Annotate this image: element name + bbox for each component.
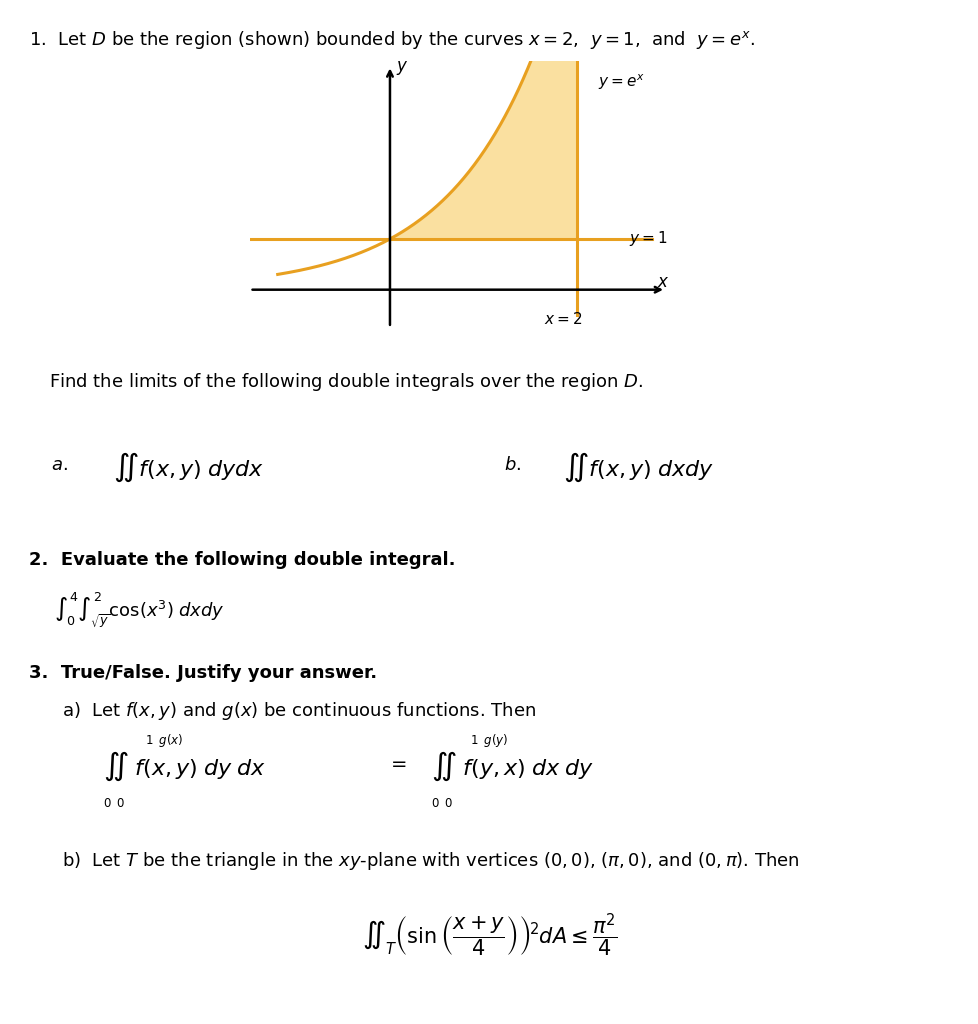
Text: 2.  Evaluate the following double integral.: 2. Evaluate the following double integra…	[29, 551, 456, 569]
Text: $\int\!\!\int f(x,y)\; dxdy$: $\int\!\!\int f(x,y)\; dxdy$	[562, 451, 714, 484]
Text: 3.  True/False. Justify your answer.: 3. True/False. Justify your answer.	[29, 664, 378, 682]
Text: $1\;\; g(x)$: $1\;\; g(x)$	[145, 732, 183, 750]
Text: $y$: $y$	[395, 58, 408, 77]
Text: $b.$: $b.$	[504, 456, 521, 474]
Text: $1\;\; g(y)$: $1\;\; g(y)$	[469, 732, 508, 750]
Text: Find the limits of the following double integrals over the region $D$.: Find the limits of the following double …	[49, 371, 643, 392]
Text: $\int\!\!\int\; f(y,x)\; dx\; dy$: $\int\!\!\int\; f(y,x)\; dx\; dy$	[430, 750, 594, 783]
Text: $=$: $=$	[386, 753, 407, 772]
Text: $0\;\; 0$: $0\;\; 0$	[103, 797, 125, 810]
Text: b)  Let $T$ be the triangle in the $xy$-plane with vertices $(0,0)$, $(\pi,0)$, : b) Let $T$ be the triangle in the $xy$-p…	[62, 850, 799, 871]
Text: $a.$: $a.$	[51, 456, 67, 474]
Text: $x$: $x$	[656, 273, 669, 291]
Text: $y = 1$: $y = 1$	[628, 229, 666, 249]
Text: $y = e^x$: $y = e^x$	[597, 72, 644, 91]
Text: $\int_0^4 \int_{\sqrt{y}}^{2} \cos(x^3)\; dxdy$: $\int_0^4 \int_{\sqrt{y}}^{2} \cos(x^3)\…	[54, 590, 224, 630]
Text: $\iint_T \left(\sin\left(\dfrac{x+y}{4}\right)\right)^{\!2} dA \leq \dfrac{\pi^2: $\iint_T \left(\sin\left(\dfrac{x+y}{4}\…	[361, 911, 617, 959]
Text: $0\;\; 0$: $0\;\; 0$	[430, 797, 453, 810]
Text: $x = 2$: $x = 2$	[544, 311, 582, 327]
Text: $\int\!\!\int f(x,y)\; dydx$: $\int\!\!\int f(x,y)\; dydx$	[112, 451, 264, 484]
Text: $\int\!\!\int\; f(x,y)\; dy\; dx$: $\int\!\!\int\; f(x,y)\; dy\; dx$	[103, 750, 266, 783]
Text: 1.  Let $D$ be the region (shown) bounded by the curves $x = 2$,  $y = 1$,  and : 1. Let $D$ be the region (shown) bounded…	[29, 29, 755, 50]
Text: a)  Let $f(x,y)$ and $g(x)$ be continuous functions. Then: a) Let $f(x,y)$ and $g(x)$ be continuous…	[62, 700, 535, 722]
